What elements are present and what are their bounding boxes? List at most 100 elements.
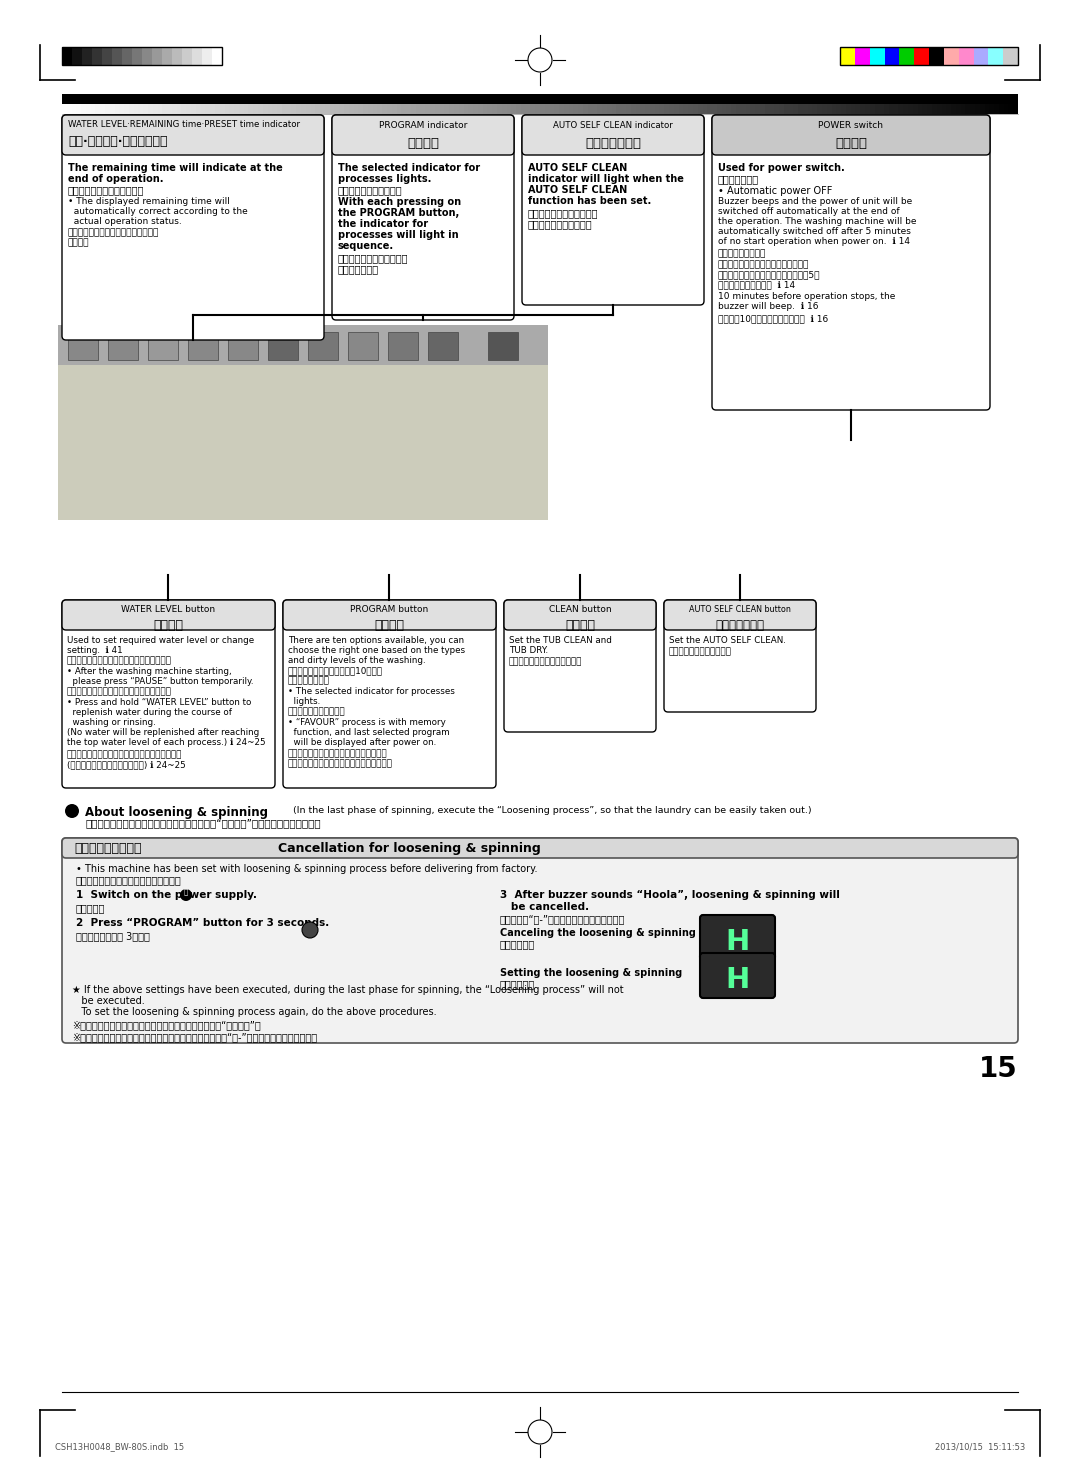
Text: replenish water during the course of: replenish water during the course of <box>67 708 232 717</box>
FancyBboxPatch shape <box>62 600 275 788</box>
Text: 按住「程序」按鈕 3秒鐘。: 按住「程序」按鈕 3秒鐘。 <box>76 931 150 941</box>
Text: washing or rinsing.: washing or rinsing. <box>67 718 156 727</box>
FancyBboxPatch shape <box>283 600 496 630</box>
Bar <box>62 95 1018 103</box>
Text: 程序按鈕: 程序按鈕 <box>374 619 404 633</box>
Bar <box>428 333 458 361</box>
Bar <box>82 47 92 65</box>
FancyBboxPatch shape <box>332 115 514 155</box>
FancyBboxPatch shape <box>712 115 990 155</box>
Text: and dirty levels of the washing.: and dirty levels of the washing. <box>288 656 426 665</box>
Text: automatically correct according to the: automatically correct according to the <box>68 207 247 216</box>
Text: please press “PAUSE” button temporarily.: please press “PAUSE” button temporarily. <box>67 677 254 686</box>
Text: 電源自動關闭功能：: 電源自動關闭功能： <box>718 248 767 259</box>
Text: 跨鬆脱水解除: 跨鬆脱水解除 <box>500 939 536 949</box>
Text: 自動筒清洗按鈕: 自動筒清洗按鈕 <box>715 619 765 633</box>
Bar <box>1003 47 1018 65</box>
Bar <box>58 325 548 520</box>
Text: 2013/10/15  15:11:53: 2013/10/15 15:11:53 <box>935 1443 1025 1451</box>
Text: automatically switched off after 5 minutes: automatically switched off after 5 minut… <box>718 228 910 236</box>
Text: AUTO SELF CLEAN: AUTO SELF CLEAN <box>528 185 627 195</box>
Text: • Automatic power OFF: • Automatic power OFF <box>718 186 833 197</box>
Text: will be displayed after power on.: will be displayed after power on. <box>288 738 436 746</box>
Bar <box>914 47 929 65</box>
Text: ※當進行上述設定，則在脱水的最後階段，不執行衣物的“跨鬆程序”。: ※當進行上述設定，則在脱水的最後階段，不執行衣物的“跨鬆程序”。 <box>72 1020 260 1030</box>
Text: end of operation.: end of operation. <box>68 174 163 183</box>
Text: AUTO SELF CLEAN button: AUTO SELF CLEAN button <box>689 605 791 613</box>
Text: 1  Switch on the power supply.: 1 Switch on the power supply. <box>76 890 257 900</box>
Text: Cancellation for loosening & spinning: Cancellation for loosening & spinning <box>278 842 541 854</box>
Text: buzzer will beep.  ℹ 16: buzzer will beep. ℹ 16 <box>718 302 819 310</box>
Text: Used for power switch.: Used for power switch. <box>718 163 845 173</box>
Bar <box>122 47 132 65</box>
Circle shape <box>65 804 79 817</box>
FancyBboxPatch shape <box>700 915 775 961</box>
FancyBboxPatch shape <box>504 600 656 630</box>
Bar <box>855 47 869 65</box>
Text: be executed.: be executed. <box>72 996 145 1007</box>
Text: the indicator for: the indicator for <box>338 219 428 229</box>
Text: 運轉結束10分鐘前會發出提示音。  ℹ 16: 運轉結束10分鐘前會發出提示音。 ℹ 16 <box>718 313 828 324</box>
Bar <box>840 47 1018 65</box>
Text: 自動筒清洗指示燈麮亮。: 自動筒清洗指示燈麮亮。 <box>528 219 593 229</box>
FancyBboxPatch shape <box>62 115 324 340</box>
Text: 電源開关: 電源開关 <box>835 137 867 149</box>
Bar <box>92 47 102 65</box>
Text: be cancelled.: be cancelled. <box>500 902 589 912</box>
Text: 「模式」、「加力」、「個人設定」程序具: 「模式」、「加力」、「個人設定」程序具 <box>288 749 388 758</box>
Bar <box>148 333 178 361</box>
Bar <box>348 333 378 361</box>
Text: Set the TUB CLEAN and: Set the TUB CLEAN and <box>509 636 612 644</box>
Bar <box>192 47 202 65</box>
Text: 接通電源後，不啟動洗衣機，將其放畢5分: 接通電源後，不啟動洗衣機，將其放畢5分 <box>718 270 821 279</box>
Text: H: H <box>725 928 750 956</box>
Bar <box>72 47 82 65</box>
Bar <box>183 47 192 65</box>
Text: switched off automatically at the end of: switched off automatically at the end of <box>718 207 900 216</box>
Text: The remaining time will indicate at the: The remaining time will indicate at the <box>68 163 283 173</box>
Text: About loosening & spinning: About loosening & spinning <box>85 806 268 819</box>
Text: 跨鬆脱水的取消方法: 跨鬆脱水的取消方法 <box>75 842 141 854</box>
Text: 關於跨鬆脱水（在脱水的最後階段，執行衣物的“跨鬆程序”，以使衣物更容易取出）: 關於跨鬆脱水（在脱水的最後階段，執行衣物的“跨鬆程序”，以使衣物更容易取出） <box>85 817 321 828</box>
Bar <box>869 47 885 65</box>
Text: TUB DRY.: TUB DRY. <box>509 646 549 655</box>
Circle shape <box>302 922 318 939</box>
Text: PROGRAM button: PROGRAM button <box>350 605 428 613</box>
Bar <box>62 47 222 65</box>
Text: 10 minutes before operation stops, the: 10 minutes before operation stops, the <box>718 293 895 302</box>
Text: indicator will light when the: indicator will light when the <box>528 174 684 183</box>
Bar <box>172 47 183 65</box>
Text: Buzzer beeps and the power of unit will be: Buzzer beeps and the power of unit will … <box>718 197 913 205</box>
Text: the top water level of each process.) ℹ 24~25: the top water level of each process.) ℹ … <box>67 738 266 746</box>
Text: processes lights.: processes lights. <box>338 174 431 183</box>
FancyBboxPatch shape <box>62 838 1018 859</box>
Bar <box>58 325 548 365</box>
Text: H: H <box>725 967 750 995</box>
Bar <box>228 333 258 361</box>
Bar <box>141 47 152 65</box>
Text: 洗濔洗衣機所選的程序，可依10種不同: 洗濔洗衣機所選的程序，可依10種不同 <box>288 667 383 675</box>
Text: 產品出廠時，已經設定好跨鬆脱水程序。: 產品出廠時，已經設定好跨鬆脱水程序。 <box>76 875 181 885</box>
Bar <box>112 47 122 65</box>
Bar <box>973 47 988 65</box>
Text: 3  After buzzer sounds “Hoola”, loosening & spinning will: 3 After buzzer sounds “Hoola”, loosening… <box>500 890 840 900</box>
Bar <box>62 47 72 65</box>
Bar <box>308 333 338 361</box>
Text: WATER LEVEL·REMAINING time·PRESET time indicator: WATER LEVEL·REMAINING time·PRESET time i… <box>68 120 300 129</box>
FancyBboxPatch shape <box>62 115 324 155</box>
Text: Setting the loosening & spinning: Setting the loosening & spinning <box>500 968 683 978</box>
Text: Canceling the loosening & spinning: Canceling the loosening & spinning <box>500 928 696 939</box>
Text: processes will light in: processes will light in <box>338 231 459 239</box>
Text: the PROGRAM button,: the PROGRAM button, <box>338 208 459 217</box>
Bar <box>162 47 172 65</box>
Text: (No water will be replenished after reaching: (No water will be replenished after reac… <box>67 729 259 738</box>
Text: CSH13H0048_BW-80S.indb  15: CSH13H0048_BW-80S.indb 15 <box>55 1443 184 1451</box>
Bar <box>388 333 418 361</box>
Text: 跨鬆脱水設定: 跨鬆脱水設定 <box>500 978 536 989</box>
Bar <box>840 47 855 65</box>
FancyBboxPatch shape <box>522 115 704 304</box>
Text: POWER switch: POWER switch <box>819 121 883 130</box>
Circle shape <box>180 888 192 902</box>
Text: lights.: lights. <box>288 698 321 706</box>
Text: 自動筒清洗顯示: 自動筒清洗顯示 <box>585 137 642 149</box>
